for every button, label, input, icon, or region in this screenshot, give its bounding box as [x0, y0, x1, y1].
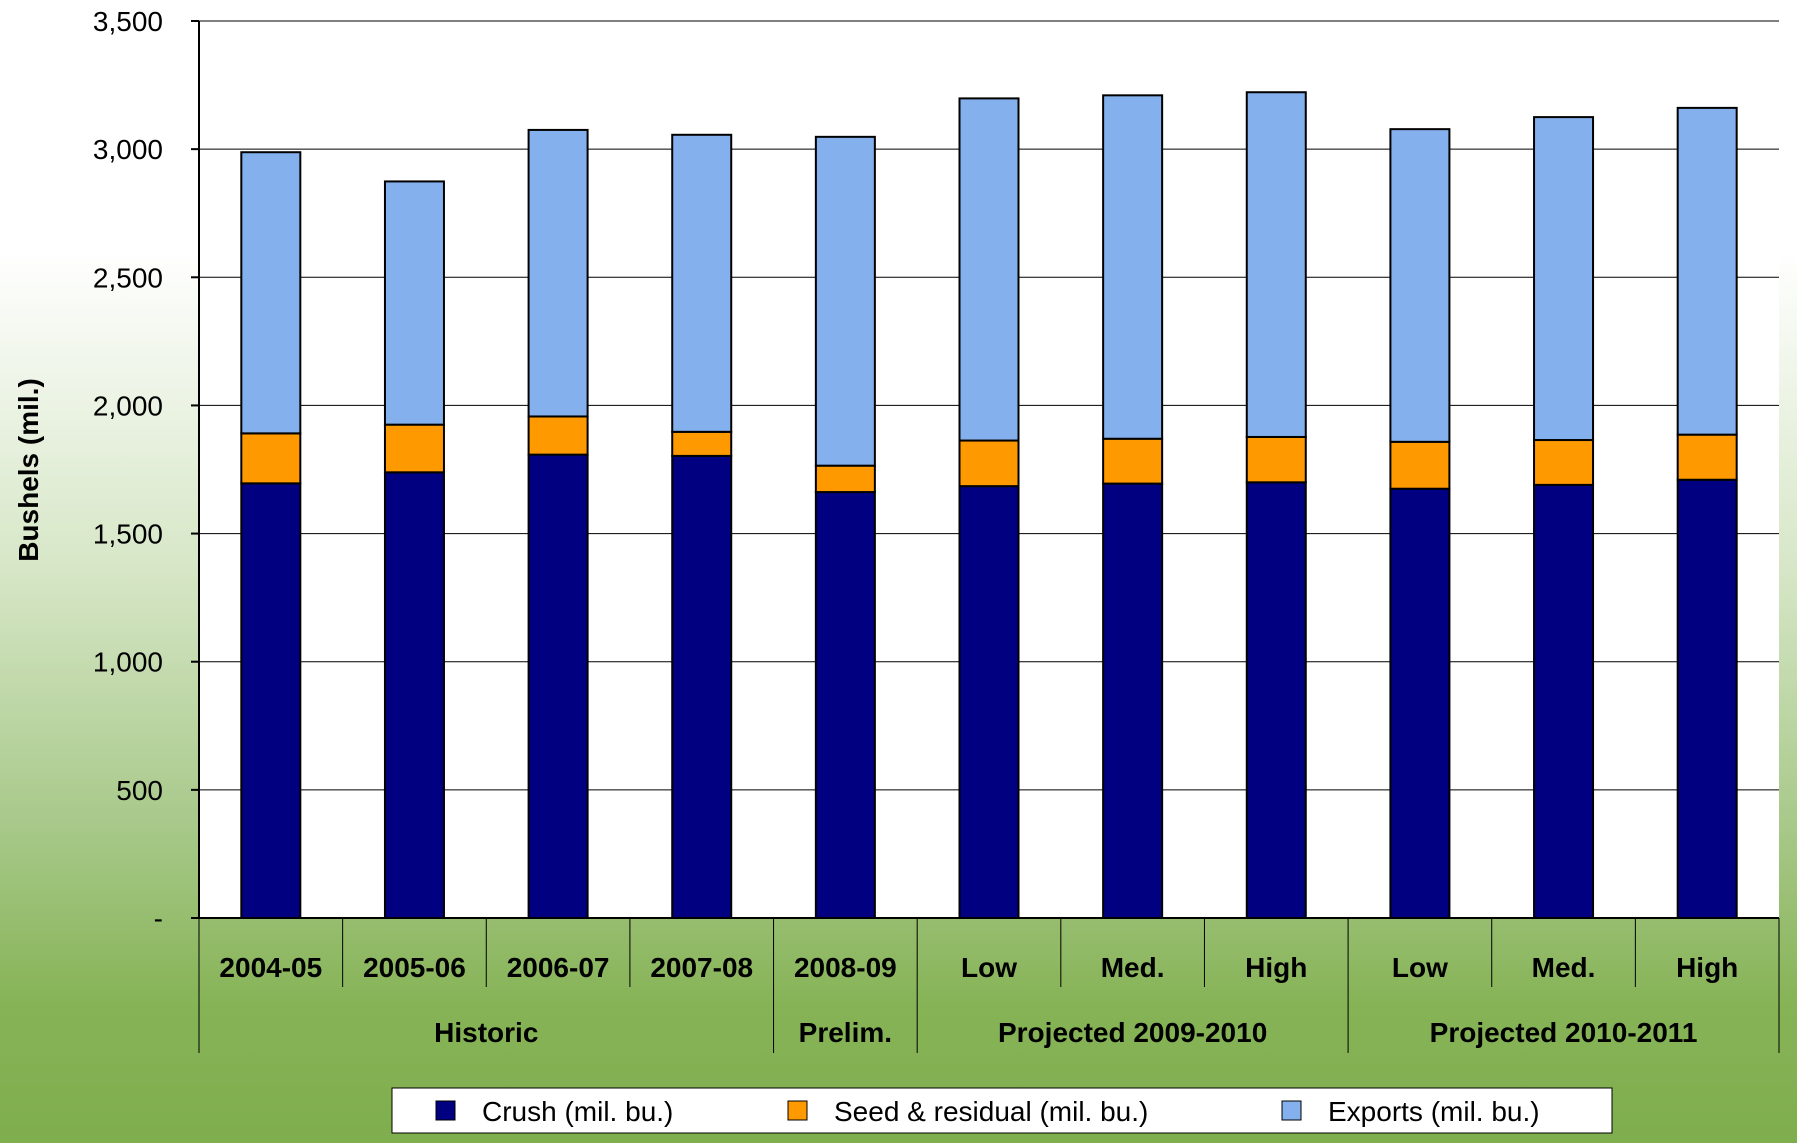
- y-tick-label: 1,500: [93, 519, 163, 550]
- bar-segment-2: [671, 430, 733, 457]
- bar-segment-1: [1533, 483, 1595, 919]
- bar-segment-2: [1676, 433, 1738, 481]
- y-tick-label: 500: [116, 775, 163, 806]
- bars: [240, 91, 1738, 919]
- x-category-label: Low: [961, 952, 1017, 983]
- bar-segment-3: [527, 128, 589, 418]
- bar-segment-2: [1245, 435, 1307, 484]
- legend-label: Crush (mil. bu.): [482, 1096, 673, 1127]
- y-ticks: - 500 1,000 1,500 2,000 2,500 3,000 3,500: [93, 6, 199, 934]
- x-category-label: High: [1245, 952, 1307, 983]
- bar-segment-1: [1676, 478, 1738, 919]
- legend-label: Seed & residual (mil. bu.): [834, 1096, 1148, 1127]
- x-category-label: Low: [1392, 952, 1448, 983]
- bar-segment-2: [383, 423, 445, 474]
- y-tick-label: 2,000: [93, 390, 163, 421]
- bar-segment-3: [1676, 106, 1738, 436]
- legend-swatch: [787, 1100, 808, 1121]
- y-tick-label: 2,500: [93, 262, 163, 293]
- legend-swatch: [435, 1100, 456, 1121]
- bar-segment-1: [527, 453, 589, 919]
- bar-segment-1: [671, 454, 733, 919]
- bar-segment-3: [814, 135, 876, 467]
- x-group-label: Projected 2010-2011: [1430, 1017, 1698, 1048]
- bar-segment-1: [958, 485, 1020, 919]
- legend-box: [391, 1087, 1613, 1134]
- bar-segment-3: [1245, 91, 1307, 438]
- x-category-label: Med.: [1101, 952, 1165, 983]
- bar-segment-2: [240, 432, 302, 485]
- bar-segment-1: [240, 482, 302, 919]
- y-tick-label: -: [154, 903, 163, 934]
- x-category-label: Med.: [1532, 952, 1596, 983]
- x-category-label: 2004-05: [219, 952, 322, 983]
- x-group-label: Historic: [434, 1017, 538, 1048]
- y-tick-label: 3,000: [93, 134, 163, 165]
- legend-swatch: [1281, 1100, 1302, 1121]
- bar-segment-3: [1533, 116, 1595, 442]
- bar-segment-3: [240, 151, 302, 435]
- bar-segment-3: [671, 133, 733, 433]
- bar-segment-3: [1102, 94, 1164, 440]
- bar-segment-1: [1102, 482, 1164, 919]
- bar-segment-2: [814, 464, 876, 494]
- bar-segment-3: [958, 97, 1020, 442]
- bar-segment-1: [814, 491, 876, 919]
- x-category-label: 2007-08: [650, 952, 753, 983]
- x-axis: 2004-05 2005-06 2006-07 2007-08 2008-09 Low Me…: [198, 917, 1780, 1053]
- bar-segment-2: [527, 415, 589, 456]
- x-group-label: Prelim.: [799, 1017, 892, 1048]
- bar-segment-2: [958, 439, 1020, 488]
- bar-segment-1: [1389, 487, 1451, 919]
- bar-segment-3: [1389, 128, 1451, 443]
- bar-segment-3: [383, 180, 445, 426]
- x-category-label: 2005-06: [363, 952, 466, 983]
- bar-segment-1: [383, 471, 445, 919]
- bar-segment-1: [1245, 481, 1307, 919]
- x-category-label: High: [1676, 952, 1738, 983]
- x-group-label: Projected 2009-2010: [998, 1017, 1267, 1048]
- y-axis-label: Bushels (mil.): [13, 378, 44, 562]
- bar-segment-2: [1533, 439, 1595, 486]
- bar-segment-2: [1102, 437, 1164, 485]
- y-tick-label: 1,000: [93, 647, 163, 678]
- legend: Crush (mil. bu.) Seed & residual (mil. bu…: [391, 1087, 1613, 1134]
- bar-segment-2: [1389, 440, 1451, 490]
- legend-label: Exports (mil. bu.): [1328, 1096, 1540, 1127]
- x-category-label: 2006-07: [507, 952, 610, 983]
- y-tick-label: 3,500: [93, 6, 163, 37]
- x-category-label: 2008-09: [794, 952, 897, 983]
